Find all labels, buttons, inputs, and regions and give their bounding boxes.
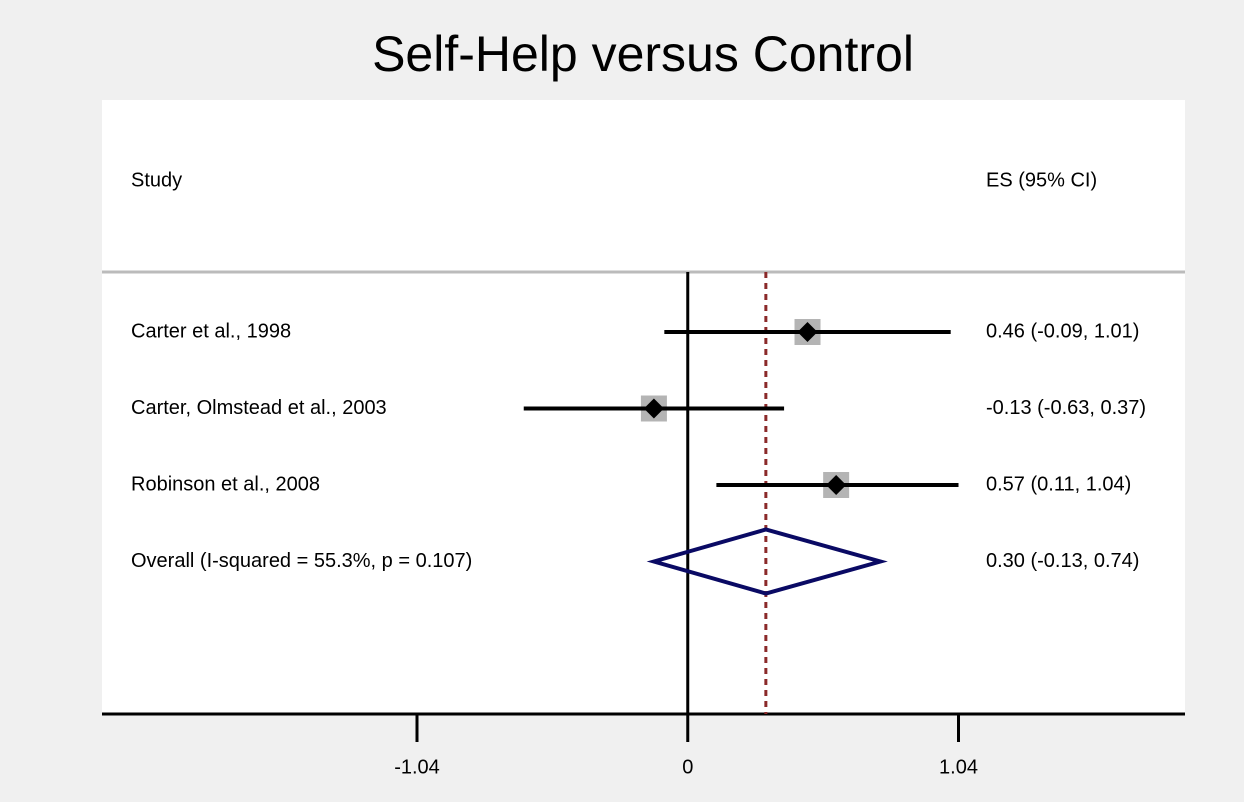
point-estimate (797, 322, 818, 342)
effect-label: 0.46 (-0.09, 1.01) (986, 320, 1139, 342)
study-name: Overall (I-squared = 55.3%, p = 0.107) (131, 550, 472, 572)
effect-label: 0.30 (-0.13, 0.74) (986, 550, 1139, 572)
effect-label: -0.13 (-0.63, 0.37) (986, 397, 1146, 419)
point-estimate (643, 398, 664, 419)
study-name: Robinson et al., 2008 (131, 473, 320, 495)
study-name: Carter et al., 1998 (131, 320, 291, 342)
x-tick-label: 0 (682, 756, 693, 778)
column-header: ES (95% CI) (986, 169, 1097, 191)
study-name: Carter, Olmstead et al., 2003 (131, 397, 387, 419)
overall-diamond (646, 527, 888, 596)
column-header: Study (131, 169, 182, 191)
chart-title: Self-Help versus Control (372, 26, 914, 82)
point-estimate (826, 475, 847, 495)
x-tick-label: -1.04 (394, 756, 440, 778)
x-tick-label: 1.04 (939, 756, 978, 778)
effect-label: 0.57 (0.11, 1.04) (986, 473, 1131, 495)
